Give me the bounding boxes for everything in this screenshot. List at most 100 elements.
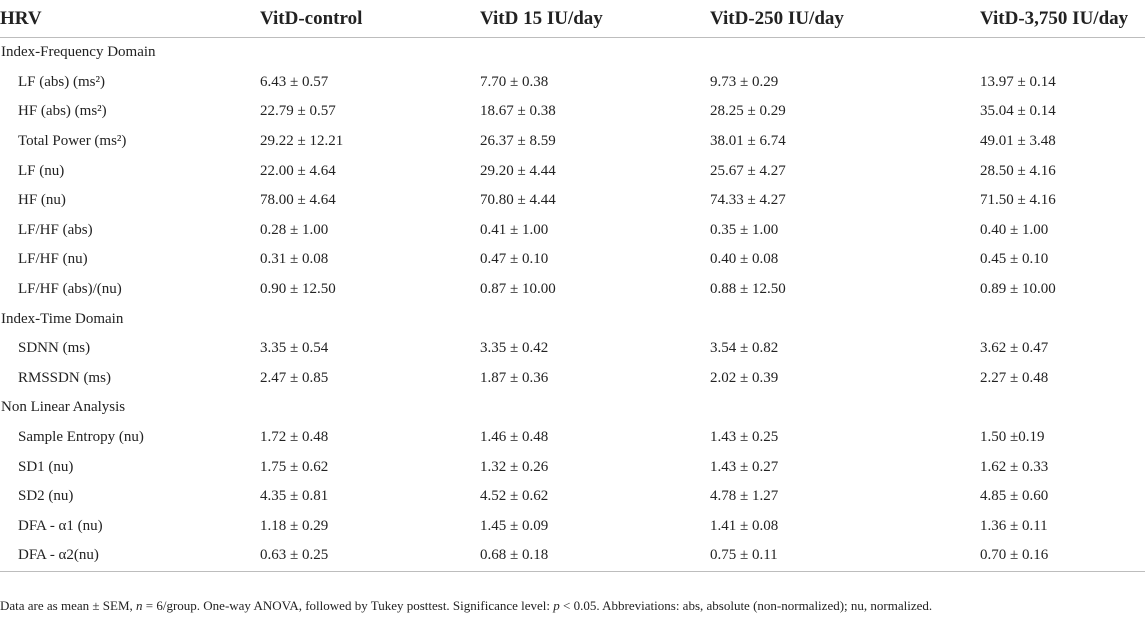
table-cell: 25.67 ± 4.27 <box>710 162 786 179</box>
table-cell: 74.33 ± 4.27 <box>710 192 786 209</box>
footnote-p-symbol: p <box>553 598 560 613</box>
section-row: Index-Time Domain <box>0 304 1145 334</box>
table-row: LF/HF (nu) 0.31 ± 0.08 0.47 ± 0.10 0.40 ± 0… <box>0 245 1145 275</box>
section-title: Index-Frequency Domain <box>1 44 156 61</box>
table-cell: 0.70 ± 0.16 <box>978 541 1145 572</box>
hrv-table-container: HRV VitD-control VitD 15 IU/day VitD-250… <box>0 0 1145 572</box>
table-cell: 1.41 ± 0.08 <box>710 517 779 534</box>
table-cell: 1.87 ± 0.36 <box>480 369 549 386</box>
table-cell: 1.62 ± 0.33 <box>980 458 1049 475</box>
table-cell: 1.18 ± 0.29 <box>260 517 329 534</box>
table-cell: 29.22 ± 12.21 <box>260 133 344 150</box>
section-row: Index-Frequency Domain <box>0 38 1145 68</box>
table-cell: 0.31 ± 0.08 <box>260 251 329 268</box>
table-row: RMSSDN (ms) 2.47 ± 0.85 1.87 ± 0.36 2.02 ± … <box>0 364 1145 394</box>
row-label: DFA - α1 (nu) <box>18 517 103 534</box>
table-cell: 38.01 ± 6.74 <box>710 133 786 150</box>
table-cell: 4.35 ± 0.81 <box>260 488 329 505</box>
row-label: SD2 (nu) <box>18 488 74 505</box>
table-cell: 0.63 ± 0.25 <box>258 541 478 572</box>
footnote-part1: Data are as mean ± SEM, <box>0 598 137 613</box>
table-cell: 0.40 ± 0.08 <box>710 251 779 268</box>
row-label: DFA - α2(nu) <box>0 541 258 572</box>
table-cell: 1.45 ± 0.09 <box>480 517 549 534</box>
footnote-part3: < 0.05. Abbreviations: abs, absolute (no… <box>559 598 933 613</box>
table-row: LF/HF (abs)/(nu) 0.90 ± 12.50 0.87 ± 10.00… <box>0 275 1145 305</box>
table-cell: 7.70 ± 0.38 <box>480 73 549 90</box>
table-cell: 22.79 ± 0.57 <box>260 103 336 120</box>
table-cell: 6.43 ± 0.57 <box>260 73 329 90</box>
header-row: HRV VitD-control VitD 15 IU/day VitD-250… <box>0 0 1145 38</box>
table-cell: 0.45 ± 0.10 <box>980 251 1049 268</box>
table-footnote: Data are as mean ± SEM, n = 6/group. One… <box>0 598 932 614</box>
table-cell: 1.46 ± 0.48 <box>480 429 549 446</box>
table-cell: 2.02 ± 0.39 <box>710 369 779 386</box>
table-header: HRV VitD-control VitD 15 IU/day VitD-250… <box>0 0 1145 38</box>
table-cell: 0.28 ± 1.00 <box>260 221 329 238</box>
table-row: LF (nu) 22.00 ± 4.64 29.20 ± 4.44 25.67 ± 4… <box>0 156 1145 186</box>
header-vitd-3750: VitD-3,750 IU/day <box>978 0 1145 38</box>
row-label: LF (nu) <box>18 162 65 179</box>
table-row: HF (nu) 78.00 ± 4.64 70.80 ± 4.44 74.33 ± 4… <box>0 186 1145 216</box>
row-label: SD1 (nu) <box>18 458 74 475</box>
table-cell: 4.85 ± 0.60 <box>980 488 1049 505</box>
footnote-part2: = 6/group. One-way ANOVA, followed by Tu… <box>142 598 554 613</box>
table-body: Index-Frequency Domain LF (abs) (ms²) 6.43… <box>0 38 1145 572</box>
table-cell: 3.35 ± 0.42 <box>480 340 549 357</box>
table-cell: 0.90 ± 12.50 <box>260 281 336 298</box>
table-row: SDNN (ms) 3.35 ± 0.54 3.35 ± 0.42 3.54 ± 0.… <box>0 334 1145 364</box>
table-cell: 0.35 ± 1.00 <box>710 221 779 238</box>
table-cell: 3.62 ± 0.47 <box>980 340 1049 357</box>
table-cell: 18.67 ± 0.38 <box>480 103 556 120</box>
table-cell: 1.43 ± 0.25 <box>710 429 779 446</box>
row-label: Sample Entropy (nu) <box>18 429 144 446</box>
table-row: HF (abs) (ms²) 22.79 ± 0.57 18.67 ± 0.38 28… <box>0 97 1145 127</box>
table-row: LF (abs) (ms²) 6.43 ± 0.57 7.70 ± 0.38 9.73… <box>0 68 1145 98</box>
row-label: Total Power (ms²) <box>18 133 127 150</box>
row-label: HF (abs) (ms²) <box>18 103 107 120</box>
row-label: HF (nu) <box>18 192 66 209</box>
header-vitd-15: VitD 15 IU/day <box>478 0 708 38</box>
table-cell: 0.88 ± 12.50 <box>710 281 786 298</box>
table-cell: 28.25 ± 0.29 <box>710 103 786 120</box>
table-cell: 26.37 ± 8.59 <box>480 133 556 150</box>
section-title: Non Linear Analysis <box>1 399 126 416</box>
table-row: LF/HF (abs) 0.28 ± 1.00 0.41 ± 1.00 0.35 ± … <box>0 216 1145 246</box>
table-row: Sample Entropy (nu) 1.72 ± 0.48 1.46 ± 0.4… <box>0 423 1145 453</box>
table-cell: 0.87 ± 10.00 <box>480 281 556 298</box>
table-cell: 1.75 ± 0.62 <box>260 458 329 475</box>
row-label: SDNN (ms) <box>18 340 91 357</box>
header-vitd-250: VitD-250 IU/day <box>708 0 978 38</box>
table-row: Total Power (ms²) 29.22 ± 12.21 26.37 ± 8.… <box>0 127 1145 157</box>
table-cell: 1.50 ±0.19 <box>980 429 1045 446</box>
row-label: LF/HF (abs) <box>18 221 93 238</box>
table-cell: 1.43 ± 0.27 <box>710 458 779 475</box>
table-cell: 0.41 ± 1.00 <box>480 221 549 238</box>
table-cell: 71.50 ± 4.16 <box>980 192 1056 209</box>
table-cell: 78.00 ± 4.64 <box>260 192 336 209</box>
row-label: LF/HF (nu) <box>18 251 88 268</box>
table-row: SD2 (nu) 4.35 ± 0.81 4.52 ± 0.62 4.78 ± 1.2… <box>0 482 1145 512</box>
table-row: DFA - α2(nu) 0.63 ± 0.25 0.68 ± 0.18 0.75 ±… <box>0 541 1145 572</box>
row-label: LF/HF (abs)/(nu) <box>18 281 122 298</box>
table-cell: 2.47 ± 0.85 <box>260 369 329 386</box>
table-cell: 13.97 ± 0.14 <box>980 73 1056 90</box>
table-row: SD1 (nu) 1.75 ± 0.62 1.32 ± 0.26 1.43 ± 0.2… <box>0 452 1145 482</box>
table-cell: 2.27 ± 0.48 <box>980 369 1049 386</box>
table-cell: 4.52 ± 0.62 <box>480 488 549 505</box>
hrv-table: HRV VitD-control VitD 15 IU/day VitD-250… <box>0 0 1145 572</box>
header-vitd-control: VitD-control <box>258 0 478 38</box>
table-cell: 49.01 ± 3.48 <box>980 133 1056 150</box>
table-cell: 0.47 ± 0.10 <box>480 251 549 268</box>
table-cell: 0.89 ± 10.00 <box>980 281 1056 298</box>
table-row: DFA - α1 (nu) 1.18 ± 0.29 1.45 ± 0.09 1.41 … <box>0 512 1145 542</box>
footnote-n-symbol: n <box>136 598 143 613</box>
table-cell: 4.78 ± 1.27 <box>710 488 779 505</box>
table-cell: 3.54 ± 0.82 <box>710 340 779 357</box>
section-title: Index-Time Domain <box>1 310 124 327</box>
table-cell: 28.50 ± 4.16 <box>980 162 1056 179</box>
table-cell: 1.36 ± 0.11 <box>980 517 1048 534</box>
table-cell: 0.68 ± 0.18 <box>478 541 708 572</box>
table-cell: 0.40 ± 1.00 <box>980 221 1049 238</box>
table-cell: 3.35 ± 0.54 <box>260 340 329 357</box>
